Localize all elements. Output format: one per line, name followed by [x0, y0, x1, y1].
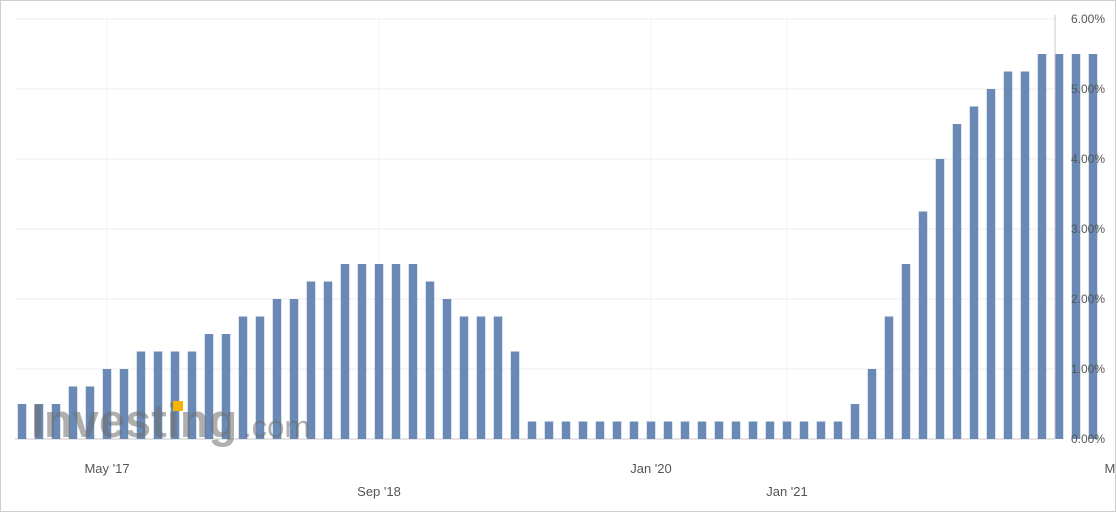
bar[interactable] [970, 107, 979, 440]
bar[interactable] [18, 404, 27, 439]
bar[interactable] [885, 317, 894, 440]
bar[interactable] [1055, 54, 1064, 439]
y-tick-label: 0.00% [1071, 432, 1105, 446]
bar[interactable] [375, 264, 384, 439]
bar[interactable] [528, 422, 537, 440]
bar[interactable] [409, 264, 418, 439]
y-tick-label: 1.00% [1071, 362, 1105, 376]
y-tick-label: 6.00% [1071, 12, 1105, 26]
bar[interactable] [749, 422, 758, 440]
bar[interactable] [1021, 72, 1030, 440]
bar[interactable] [579, 422, 588, 440]
bar[interactable] [324, 282, 333, 440]
bar[interactable] [936, 159, 945, 439]
bars [18, 54, 1098, 439]
y-tick-label: 3.00% [1071, 222, 1105, 236]
bar[interactable] [698, 422, 707, 440]
bar[interactable] [460, 317, 469, 440]
watermark-brand: Investing [31, 394, 237, 447]
bar[interactable] [494, 317, 503, 440]
bar[interactable] [919, 212, 928, 440]
x-tick-label: May '22 [1104, 461, 1115, 476]
bar[interactable] [817, 422, 826, 440]
bar[interactable] [766, 422, 775, 440]
bar[interactable] [664, 422, 673, 440]
watermark-suffix: .com [243, 409, 310, 444]
bar[interactable] [443, 299, 452, 439]
bar[interactable] [426, 282, 435, 440]
bar[interactable] [1072, 54, 1081, 439]
bar[interactable] [1004, 72, 1013, 440]
y-tick-label: 4.00% [1071, 152, 1105, 166]
investing-watermark: Investing .com [31, 394, 310, 447]
x-tick-label: Jan '20 [630, 461, 672, 476]
bar[interactable] [1038, 54, 1047, 439]
bar[interactable] [545, 422, 554, 440]
bar[interactable] [987, 89, 996, 439]
bar[interactable] [681, 422, 690, 440]
grid-lines [15, 19, 1115, 439]
x-tick-label: May '17 [84, 461, 129, 476]
bar[interactable] [341, 264, 350, 439]
bar[interactable] [613, 422, 622, 440]
bar[interactable] [647, 422, 656, 440]
x-tick-label: Sep '18 [357, 484, 401, 499]
bar[interactable] [732, 422, 741, 440]
bar[interactable] [596, 422, 605, 440]
watermark-accent-dot [173, 401, 183, 411]
bar[interactable] [953, 124, 962, 439]
y-tick-label: 2.00% [1071, 292, 1105, 306]
bar[interactable] [1089, 54, 1098, 439]
bar[interactable] [834, 422, 843, 440]
bar[interactable] [800, 422, 809, 440]
bar[interactable] [511, 352, 520, 440]
bar[interactable] [715, 422, 724, 440]
bar[interactable] [851, 404, 860, 439]
bar[interactable] [902, 264, 911, 439]
y-tick-label: 5.00% [1071, 82, 1105, 96]
bar[interactable] [630, 422, 639, 440]
bar[interactable] [868, 369, 877, 439]
bar[interactable] [392, 264, 401, 439]
bar[interactable] [783, 422, 792, 440]
bar[interactable] [562, 422, 571, 440]
bar[interactable] [358, 264, 367, 439]
bar[interactable] [477, 317, 486, 440]
x-tick-label: Jan '21 [766, 484, 808, 499]
